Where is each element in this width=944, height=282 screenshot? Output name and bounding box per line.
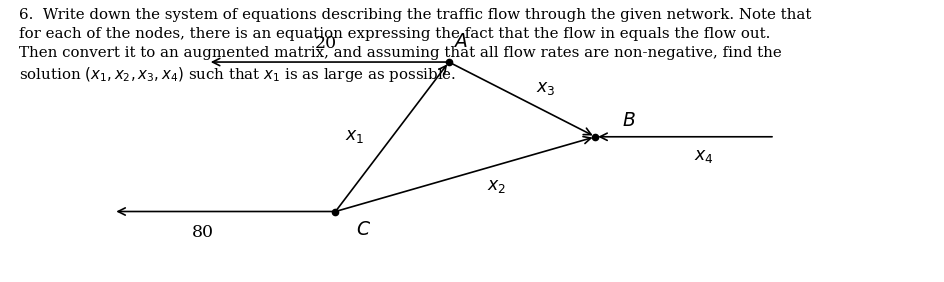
Text: $x_3$: $x_3$ <box>536 80 555 97</box>
Text: $A$: $A$ <box>452 33 467 51</box>
Text: 6.  Write down the system of equations describing the traffic flow through the g: 6. Write down the system of equations de… <box>19 8 810 23</box>
Text: $C$: $C$ <box>356 221 371 239</box>
Text: Then convert it to an augmented matrix, and assuming that all flow rates are non: Then convert it to an augmented matrix, … <box>19 46 781 60</box>
Text: 80: 80 <box>192 224 214 241</box>
Text: solution $(x_1, x_2, x_3, x_4)$ such that $x_1$ is as large as possible.: solution $(x_1, x_2, x_3, x_4)$ such tha… <box>19 65 456 84</box>
Text: $x_4$: $x_4$ <box>694 148 713 165</box>
Text: $x_2$: $x_2$ <box>486 178 505 195</box>
Text: $x_1$: $x_1$ <box>345 128 363 145</box>
Text: for each of the nodes, there is an equation expressing the fact that the flow in: for each of the nodes, there is an equat… <box>19 27 769 41</box>
Text: 20: 20 <box>314 35 337 52</box>
Text: $B$: $B$ <box>621 112 634 130</box>
